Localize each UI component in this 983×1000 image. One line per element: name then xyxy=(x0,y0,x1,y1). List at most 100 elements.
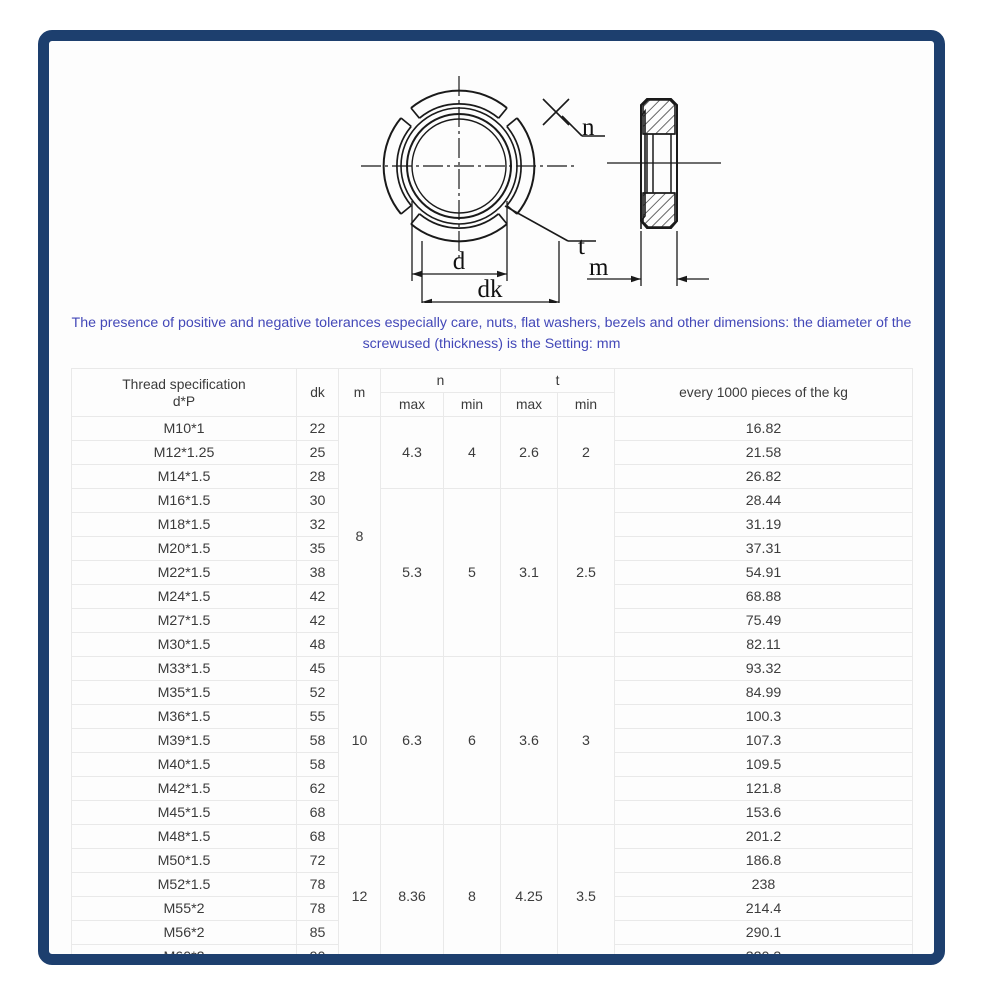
cell-thread: M40*1.5 xyxy=(71,752,297,777)
caption-line-1: The presence of positive and negative to… xyxy=(71,315,813,331)
cell-dk: 68 xyxy=(296,824,339,849)
cell-kg: 214.4 xyxy=(614,896,913,921)
cell-t-min: 2 xyxy=(557,416,615,489)
cell-dk: 35 xyxy=(296,536,339,561)
cell-n-max: 6.3 xyxy=(380,656,444,825)
col-header-n-max: max xyxy=(380,392,444,417)
table-row: M14*1.5 28 26.82 xyxy=(71,464,913,489)
cell-kg: 37.31 xyxy=(614,536,913,561)
cell-dk: 72 xyxy=(296,848,339,873)
cell-kg: 107.3 xyxy=(614,728,913,753)
dimension-t xyxy=(504,205,596,242)
table-row: M16*1.5 30 5.3 5 3.1 2.5 28.44 xyxy=(71,488,913,657)
table-row: M45*1.5 68 153.6 xyxy=(71,800,913,825)
cell-dk: 25 xyxy=(296,440,339,465)
cell-thread: M42*1.5 xyxy=(71,776,297,801)
header-row-sub: max min max min xyxy=(72,392,913,417)
cell-dk: 45 xyxy=(296,656,339,681)
cell-m: 8 xyxy=(338,416,381,657)
col-header-n-min: min xyxy=(443,392,501,417)
cell-thread: M56*2 xyxy=(71,920,297,945)
table-row: M42*1.5 62 121.8 xyxy=(71,776,913,801)
cell-dk: 90 xyxy=(296,944,339,954)
table-head: Thread specification d*P dk m n t every … xyxy=(71,368,913,417)
cell-n-min: 6 xyxy=(443,656,501,825)
cell-m: 12 xyxy=(338,824,381,954)
cell-kg: 75.49 xyxy=(614,608,913,633)
dimension-n xyxy=(542,98,605,137)
specification-table: Thread specification d*P dk m n t every … xyxy=(71,368,913,954)
cell-thread: M60*2 xyxy=(71,944,297,954)
cell-kg: 54.91 xyxy=(614,560,913,585)
cell-kg: 290.1 xyxy=(614,920,913,945)
cell-thread: M20*1.5 xyxy=(71,536,297,561)
cell-dk: 78 xyxy=(296,872,339,897)
cell-thread: M33*1.5 xyxy=(71,656,297,681)
cell-t-max: 3.1 xyxy=(500,488,558,657)
cell-thread: M36*1.5 xyxy=(71,704,297,729)
cell-dk: 78 xyxy=(296,896,339,921)
table-row: M24*1.5 42 68.88 xyxy=(71,584,913,609)
cell-dk: 28 xyxy=(296,464,339,489)
cell-t-min: 2.5 xyxy=(557,488,615,657)
nut-side-view xyxy=(607,98,721,229)
cell-kg: 82.11 xyxy=(614,632,913,657)
cell-dk: 85 xyxy=(296,920,339,945)
cell-t-max: 3.6 xyxy=(500,656,558,825)
col-header-thread-line1: Thread specification xyxy=(122,376,246,392)
cell-n-max: 5.3 xyxy=(380,488,444,657)
nut-front-view xyxy=(361,76,577,258)
cell-m: 10 xyxy=(338,656,381,825)
cell-thread: M55*2 xyxy=(71,896,297,921)
cell-thread: M35*1.5 xyxy=(71,680,297,705)
table-row: M36*1.5 55 100.3 xyxy=(71,704,913,729)
cell-dk: 42 xyxy=(296,584,339,609)
cell-dk: 62 xyxy=(296,776,339,801)
dimension-d xyxy=(411,201,508,281)
cell-thread: M27*1.5 xyxy=(71,608,297,633)
dimension-dk xyxy=(421,241,560,303)
dim-label-t: t xyxy=(578,233,585,260)
cell-kg: 320.3 xyxy=(614,944,913,954)
cell-thread: M52*1.5 xyxy=(71,872,297,897)
table-row: M39*1.5 58 107.3 xyxy=(71,728,913,753)
cell-kg: 121.8 xyxy=(614,776,913,801)
cell-kg: 201.2 xyxy=(614,824,913,849)
col-header-t-min: min xyxy=(557,392,615,417)
table-row: M60*290 320.3 xyxy=(71,944,913,954)
table-row: M27*1.5 42 75.49 xyxy=(71,608,913,633)
table-row: M30*1.5 48 82.11 xyxy=(71,632,913,657)
cell-dk: 58 xyxy=(296,752,339,777)
table-row: M35*1.5 52 84.99 xyxy=(71,680,913,705)
cell-kg: 93.32 xyxy=(614,656,913,681)
cell-kg: 186.8 xyxy=(614,848,913,873)
card-inner: n t d xyxy=(49,41,934,954)
caption-line-2: diameter of the screwused (thickness) is… xyxy=(362,315,912,352)
cell-n-min: 5 xyxy=(443,488,501,657)
dim-label-dk: dk xyxy=(478,276,504,303)
cell-t-min: 3.5 xyxy=(557,824,615,954)
cell-dk: 58 xyxy=(296,728,339,753)
cell-kg: 28.44 xyxy=(614,488,913,513)
cell-thread: M10*1 xyxy=(71,416,297,441)
cell-kg: 68.88 xyxy=(614,584,913,609)
cell-n-min: 4 xyxy=(443,416,501,489)
cell-kg: 21.58 xyxy=(614,440,913,465)
table-row: M22*1.5 38 54.91 xyxy=(71,560,913,585)
cell-thread: M24*1.5 xyxy=(71,584,297,609)
cell-thread: M16*1.5 xyxy=(71,488,297,513)
cell-thread: M18*1.5 xyxy=(71,512,297,537)
dim-label-m: m xyxy=(589,254,609,281)
spec-table-wrapper: Thread specification d*P dk m n t every … xyxy=(71,368,913,954)
technical-drawing: n t d xyxy=(49,41,934,303)
col-header-t-max: max xyxy=(500,392,558,417)
cell-dk: 55 xyxy=(296,704,339,729)
cell-t-max: 2.6 xyxy=(500,416,558,489)
cell-thread: M45*1.5 xyxy=(71,800,297,825)
cell-kg: 153.6 xyxy=(614,800,913,825)
col-header-thread-line2: d*P xyxy=(172,393,196,409)
cell-n-min: 8 xyxy=(443,824,501,954)
cell-thread: M39*1.5 xyxy=(71,728,297,753)
cell-kg: 84.99 xyxy=(614,680,913,705)
table-row: M20*1.5 35 37.31 xyxy=(71,536,913,561)
